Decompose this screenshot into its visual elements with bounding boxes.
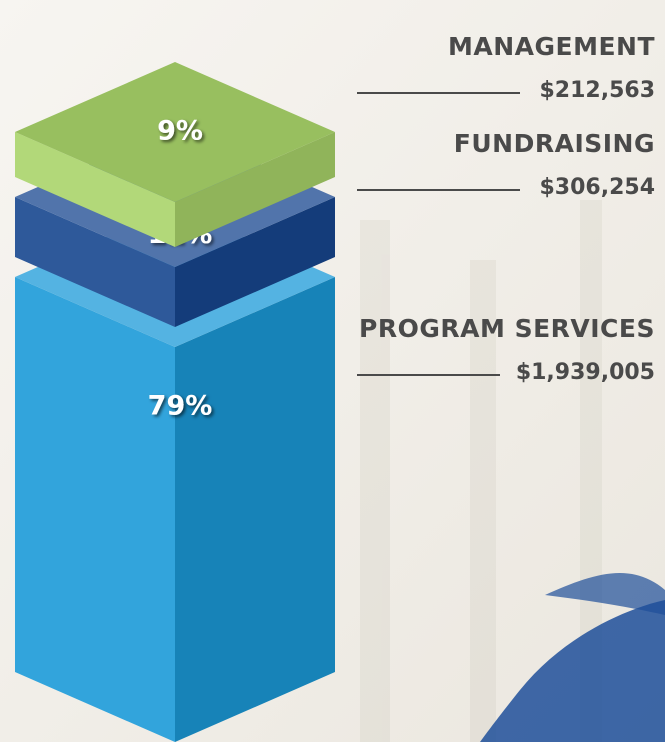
amount-label: $212,563: [539, 78, 655, 103]
value-label: 79%: [148, 391, 213, 422]
segment-left-face: [15, 277, 175, 742]
segment-top-face: [15, 62, 335, 202]
category-label: MANAGEMENT: [448, 32, 655, 61]
palm-leaf: [480, 573, 665, 742]
segment-right-face: [175, 132, 335, 247]
amount-label: $1,939,005: [516, 360, 655, 385]
palm-trunks: [360, 200, 602, 742]
segment: 9%: [15, 62, 335, 247]
category-label: FUNDRAISING: [454, 129, 655, 158]
category-label: PROGRAM SERVICES: [359, 314, 655, 343]
segment-left-face: [15, 132, 175, 247]
amount-label: $306,254: [539, 175, 655, 200]
segment-left-face: [15, 197, 175, 327]
stack: 79%12%9%: [15, 62, 335, 742]
segment-right-face: [175, 197, 335, 327]
value-label: 9%: [157, 116, 203, 147]
labels: PROGRAM SERVICES $1,939,005 FUNDRAISING $30…: [357, 32, 655, 385]
segment-right-face: [175, 277, 335, 742]
